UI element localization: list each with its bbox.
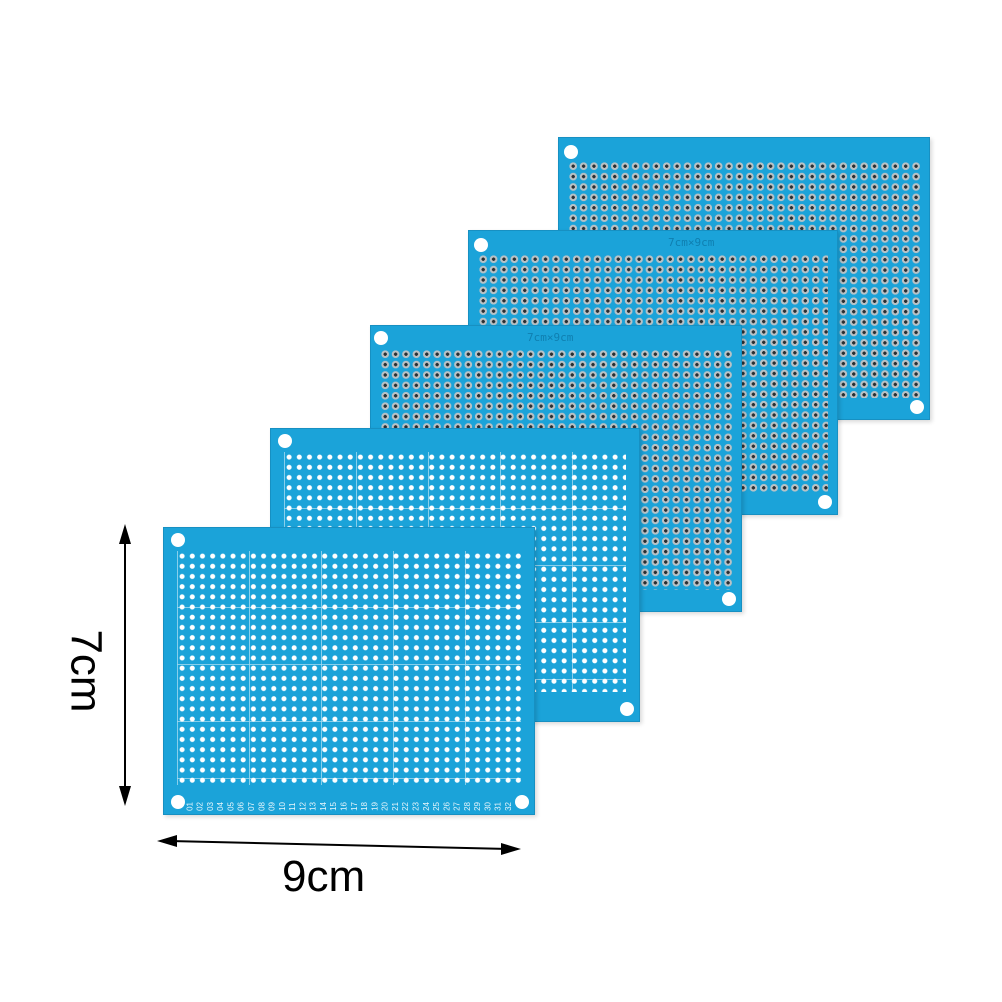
height-label: 7cm [61,629,111,713]
arrowhead-right [501,843,521,855]
mount-hole [474,238,488,252]
mount-hole [910,400,924,414]
grid-lines [177,551,521,785]
height-arrow [124,535,126,797]
mount-hole [374,331,388,345]
mount-hole [515,795,529,809]
silkscreen-label: 7cm×9cm [668,236,715,249]
mount-hole [171,533,185,547]
hole-grid [177,551,521,785]
width-arrow [169,840,511,850]
mount-hole [278,434,292,448]
width-label: 9cm [282,852,366,901]
mount-hole [171,795,185,809]
silkscreen-label: 7cm×9cm [527,331,574,344]
arrowhead-down [119,786,131,806]
mount-hole [564,145,578,159]
arrowhead-up [119,524,131,544]
mount-hole [722,592,736,606]
mount-hole [620,702,634,716]
arrowhead-left [157,835,177,847]
pcb-board-1: 32 31 30 29 28 27 26 25 24 23 22 21 20 19 18 17 16 15 14 13… [163,527,535,815]
mount-hole [818,495,832,509]
